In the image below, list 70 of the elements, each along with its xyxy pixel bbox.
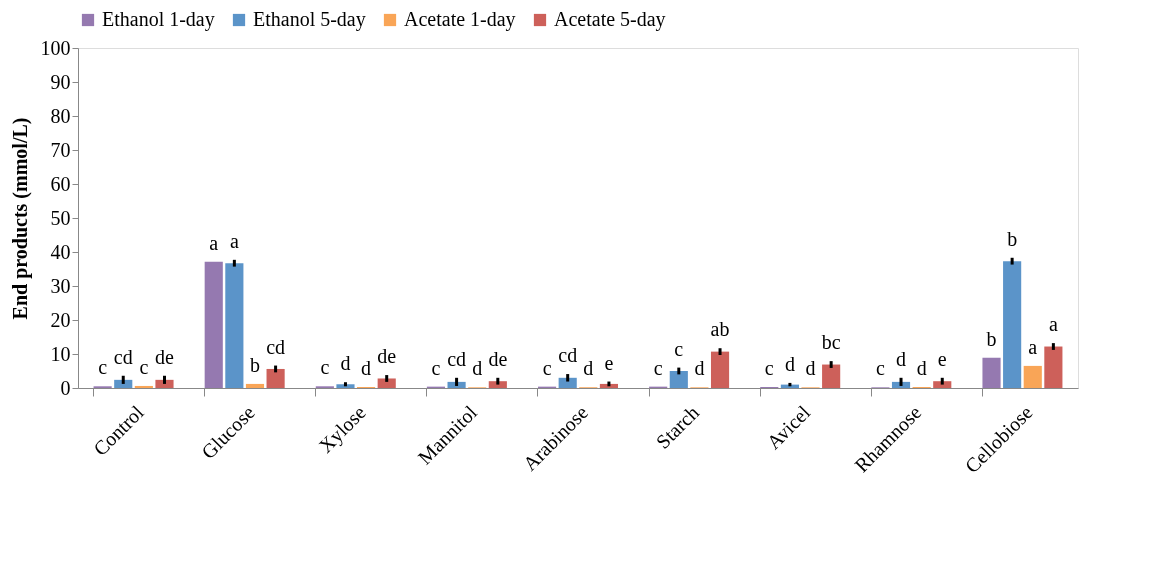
data-label: cd (447, 347, 467, 370)
bar (204, 261, 223, 388)
data-label: c (431, 356, 441, 379)
data-label: de (377, 345, 397, 368)
data-label: c (139, 355, 149, 378)
data-label: b (1007, 227, 1018, 250)
data-label: c (674, 337, 684, 360)
y-tick-label: 70 (50, 138, 71, 161)
bar (488, 381, 507, 388)
data-label: d (784, 352, 795, 375)
bar (377, 378, 396, 388)
data-label: cd (266, 335, 286, 358)
y-axis-title: End products (mmol/L) (8, 117, 32, 320)
data-label: a (1048, 313, 1058, 336)
data-label: c (98, 356, 108, 379)
y-tick-label: 0 (60, 376, 71, 399)
bar (1023, 365, 1042, 388)
data-label: c (653, 356, 663, 379)
data-label: d (340, 352, 351, 375)
bar (982, 357, 1001, 388)
data-label: d (805, 357, 816, 380)
data-label: c (764, 356, 774, 379)
data-label: d (916, 356, 927, 379)
bar (225, 263, 244, 388)
data-label: bc (821, 331, 841, 354)
bar (1044, 346, 1063, 388)
data-label: cd (558, 344, 578, 367)
data-label: c (320, 356, 330, 379)
y-tick-label: 20 (50, 308, 71, 331)
bar (558, 377, 577, 388)
data-label: a (1028, 335, 1038, 358)
data-label: d (583, 357, 594, 380)
data-label: de (488, 347, 508, 370)
data-label: c (875, 357, 885, 380)
bar (669, 371, 688, 388)
y-tick-label: 10 (50, 342, 71, 365)
y-tick-label: 90 (50, 70, 71, 93)
bar (1003, 261, 1022, 388)
legend-label: Acetate 1-day (404, 8, 516, 31)
data-label: e (937, 347, 947, 370)
data-label: de (155, 345, 175, 368)
y-tick-label: 50 (50, 206, 71, 229)
data-label: e (604, 351, 614, 374)
bar (336, 384, 355, 388)
data-label: b (986, 327, 997, 350)
data-label: ab (710, 318, 730, 341)
y-tick-label: 80 (50, 104, 71, 127)
y-tick-label: 60 (50, 172, 71, 195)
y-tick-label: 30 (50, 274, 71, 297)
data-label: d (896, 347, 907, 370)
bar (245, 383, 265, 388)
data-label: c (542, 356, 552, 379)
bar (710, 351, 730, 388)
data-label: cd (113, 345, 133, 368)
bar (134, 385, 153, 388)
y-tick-label: 40 (50, 240, 71, 263)
data-label: d (472, 357, 483, 380)
data-label: a (209, 231, 219, 254)
data-label: b (249, 353, 260, 376)
data-label: d (694, 357, 705, 380)
bar (822, 364, 841, 388)
bar (266, 368, 285, 388)
bar (155, 379, 174, 388)
bar (933, 381, 952, 388)
legend-label: Acetate 5-day (554, 8, 666, 31)
legend-label: Ethanol 1-day (102, 8, 215, 31)
y-tick-label: 100 (40, 36, 71, 59)
data-label: a (229, 229, 239, 252)
legend-label: Ethanol 5-day (253, 8, 366, 31)
data-label: d (361, 356, 372, 379)
